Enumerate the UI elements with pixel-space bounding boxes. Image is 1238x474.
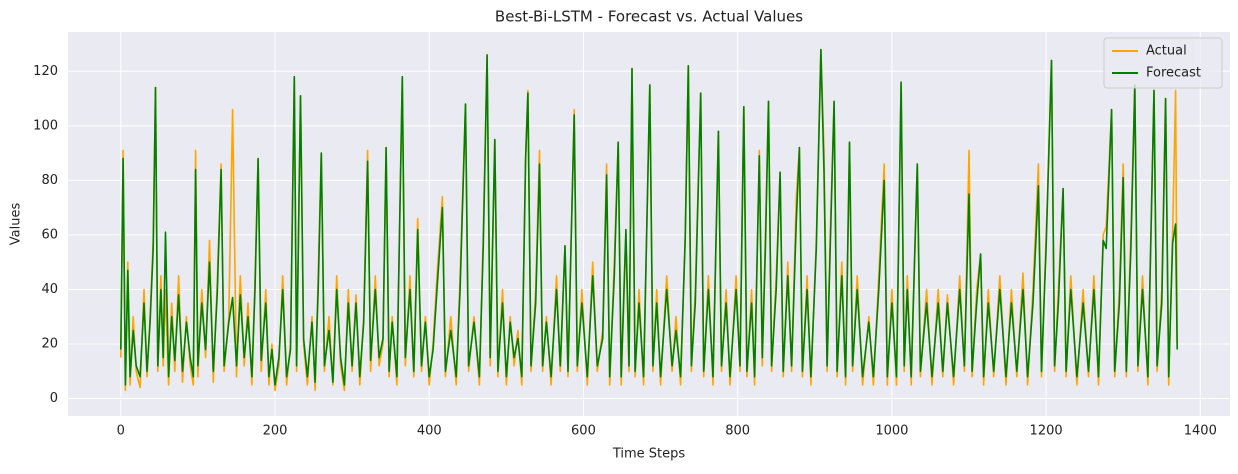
legend-label: Forecast xyxy=(1146,66,1201,81)
y-tick-label: 20 xyxy=(41,337,58,352)
x-tick-label: 1000 xyxy=(875,424,908,439)
y-tick-label: 120 xyxy=(33,64,58,79)
chart-title: Best-Bi-LSTM - Forecast vs. Actual Value… xyxy=(495,8,803,26)
x-tick-label: 1400 xyxy=(1184,424,1217,439)
lines xyxy=(120,48,1178,392)
x-tick-label: 0 xyxy=(117,424,125,439)
series-line xyxy=(120,48,1178,386)
y-tick-label: 80 xyxy=(41,173,58,188)
x-tick-label: 1200 xyxy=(1030,424,1063,439)
y-tick-label: 60 xyxy=(41,227,58,242)
y-tick-label: 100 xyxy=(33,118,58,133)
x-axis-label: Time Steps xyxy=(612,447,686,462)
x-tick-label: 600 xyxy=(571,424,596,439)
x-tick-label: 400 xyxy=(417,424,442,439)
x-tick-label: 800 xyxy=(725,424,750,439)
y-axis-label: Values xyxy=(9,203,24,246)
y-tick-label: 40 xyxy=(41,282,58,297)
legend-label: Actual xyxy=(1146,44,1187,59)
y-tick-label: 0 xyxy=(50,391,58,406)
legend: Actual Forecast xyxy=(1103,37,1223,89)
grid xyxy=(68,32,1230,416)
x-tick-label: 200 xyxy=(263,424,288,439)
